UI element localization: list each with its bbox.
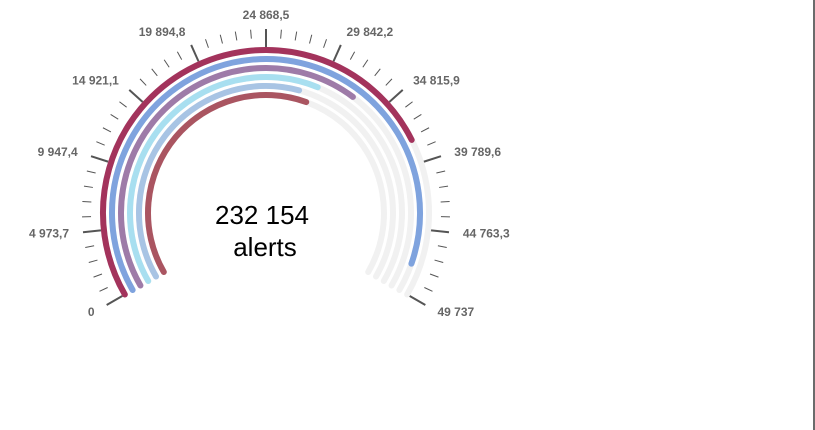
tick-label: 0 xyxy=(88,305,95,319)
total-value-label: 232 154 xyxy=(215,200,309,230)
tick-label: 9 947,4 xyxy=(38,145,78,159)
series-bar[interactable] xyxy=(135,83,303,280)
minor-tick xyxy=(405,101,413,108)
minor-tick xyxy=(205,39,209,48)
minor-tick xyxy=(309,34,313,44)
right-border xyxy=(813,0,815,430)
series-bar[interactable] xyxy=(127,74,321,284)
minor-tick xyxy=(294,31,298,41)
total-unit-label: alerts xyxy=(233,232,297,262)
tick-label: 19 894,8 xyxy=(139,25,186,39)
minor-tick xyxy=(374,68,381,77)
minor-tick xyxy=(434,259,444,263)
major-tick xyxy=(90,155,110,163)
minor-tick xyxy=(96,141,105,146)
bar-series xyxy=(100,47,423,298)
minor-tick xyxy=(139,78,147,86)
major-tick xyxy=(429,229,450,234)
tick-label: 14 921,1 xyxy=(72,74,119,88)
minor-tick xyxy=(99,287,108,292)
major-tick xyxy=(408,294,426,306)
tick-label: 44 763,3 xyxy=(463,227,510,241)
series-bar[interactable] xyxy=(145,92,310,275)
series-bar[interactable] xyxy=(118,65,356,289)
minor-tick xyxy=(250,29,252,39)
minor-tick xyxy=(82,200,92,203)
tick-label: 34 815,9 xyxy=(413,74,460,88)
major-tick xyxy=(106,294,124,306)
minor-tick xyxy=(280,29,282,39)
minor-tick xyxy=(420,127,430,133)
minor-tick xyxy=(163,59,170,68)
minor-tick xyxy=(440,200,450,203)
minor-tick xyxy=(429,273,439,278)
minor-tick xyxy=(362,59,369,68)
major-tick xyxy=(128,89,145,104)
minor-tick xyxy=(102,127,112,133)
minor-tick xyxy=(413,113,422,120)
series-bar[interactable] xyxy=(109,56,423,293)
major-tick xyxy=(190,44,200,63)
tick-label: 49 737 xyxy=(437,305,474,319)
minor-tick xyxy=(86,170,96,174)
tick-label: 4 973,7 xyxy=(29,227,69,241)
scale-tick-labels: 0 4 973,7 9 947,4 14 921,1 19 894,8 24 868,5 2… xyxy=(29,8,510,319)
minor-tick xyxy=(427,141,436,146)
minor-tick xyxy=(439,185,449,188)
scale-ticks xyxy=(82,29,450,306)
minor-tick xyxy=(119,101,127,108)
major-tick xyxy=(422,155,442,163)
minor-tick xyxy=(176,51,183,60)
minor-tick xyxy=(424,287,433,292)
tick-label: 39 789,6 xyxy=(454,145,501,159)
minor-tick xyxy=(151,68,158,77)
minor-tick xyxy=(219,34,223,44)
minor-tick xyxy=(349,51,356,60)
minor-tick xyxy=(93,273,103,278)
series-bar[interactable] xyxy=(100,47,415,298)
tick-label: 24 868,5 xyxy=(243,8,290,22)
minor-tick xyxy=(385,78,393,86)
minor-tick xyxy=(88,259,98,263)
major-tick xyxy=(82,229,103,234)
major-tick xyxy=(332,44,342,63)
minor-tick xyxy=(323,39,327,48)
minor-tick xyxy=(110,113,119,120)
tick-label: 29 842,2 xyxy=(347,25,394,39)
major-tick xyxy=(387,89,404,104)
minor-tick xyxy=(437,245,447,248)
minor-tick xyxy=(85,245,95,248)
minor-tick xyxy=(234,31,238,41)
minor-tick xyxy=(436,170,446,174)
minor-tick xyxy=(83,185,93,188)
